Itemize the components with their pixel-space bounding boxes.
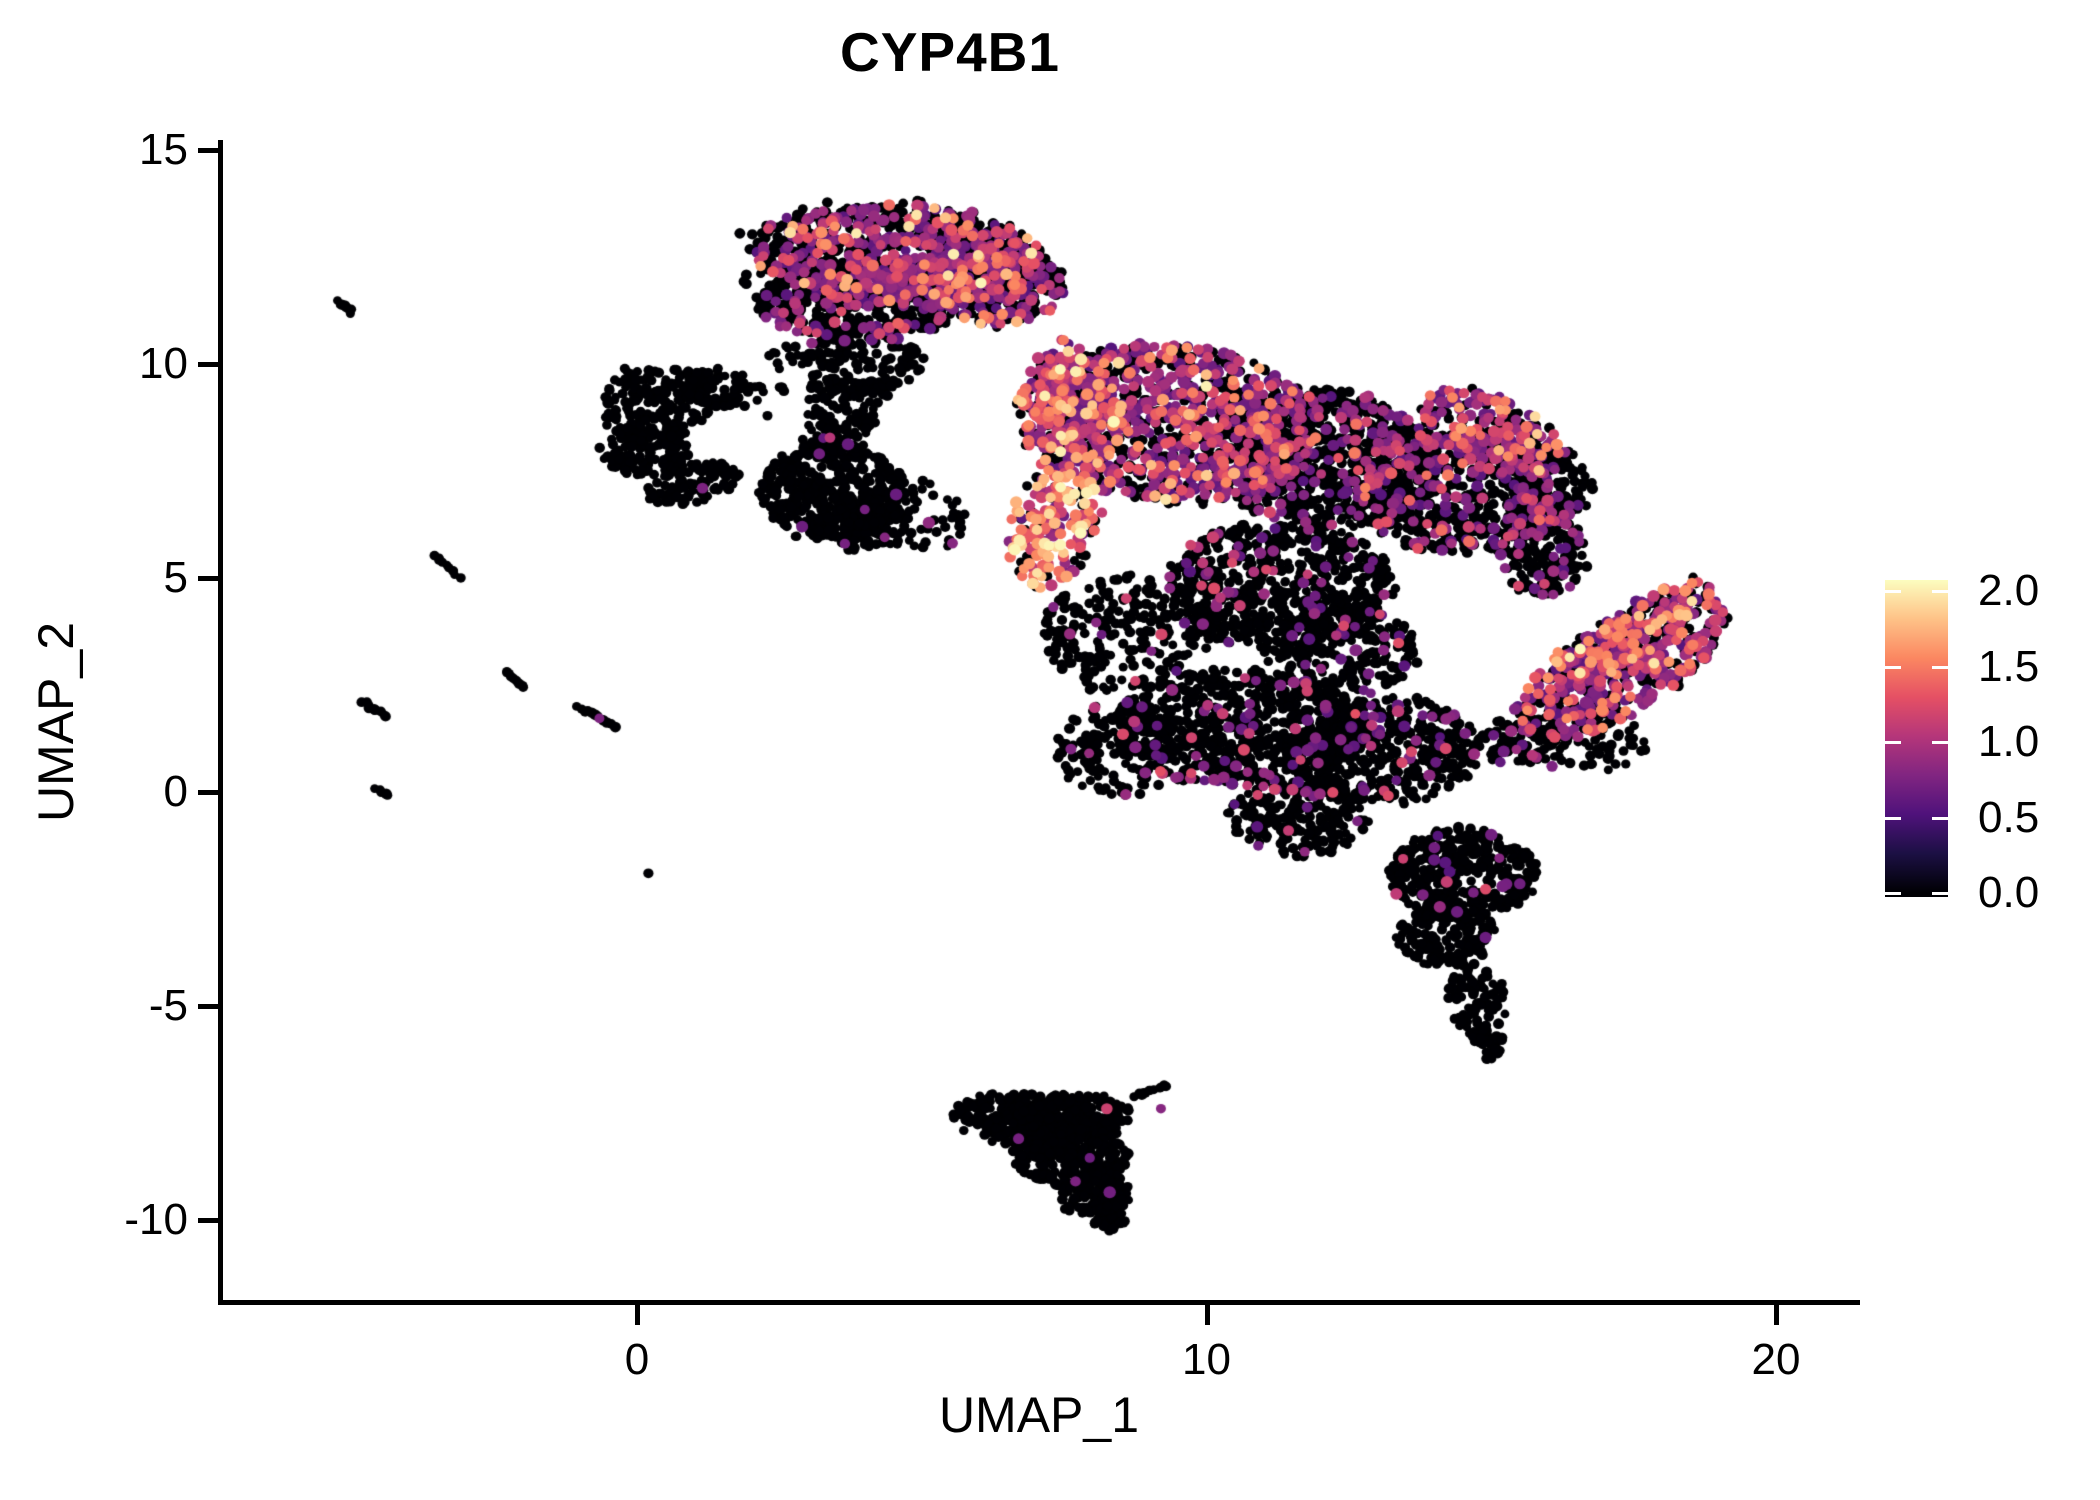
colorbar-tick — [1885, 892, 1901, 895]
y-tick-label: 0 — [163, 767, 188, 816]
y-tick-label: 5 — [163, 553, 188, 602]
y-tick-label: 10 — [139, 339, 188, 388]
x-axis-line — [218, 1300, 1860, 1305]
x-tick-label: 20 — [1751, 1335, 1801, 1384]
colorbar-tick — [1932, 741, 1948, 744]
x-axis-title: UMAP_1 — [938, 1387, 1140, 1443]
colorbar-tick-label: 0.0 — [1978, 868, 2040, 917]
colorbar-tick-label: 2.0 — [1978, 566, 2040, 615]
colorbar-tick-label: 1.0 — [1978, 717, 2040, 766]
y-tick-label: -10 — [124, 1195, 188, 1244]
y-tick — [198, 790, 218, 795]
x-tick-label: 0 — [624, 1335, 650, 1384]
colorbar-tick — [1885, 816, 1901, 820]
y-axis-line — [218, 140, 223, 1305]
y-tick — [198, 148, 218, 153]
colorbar-gradient — [1885, 580, 1948, 897]
colorbar-tick-label: 0.5 — [1978, 792, 2040, 842]
x-tick-label: 10 — [1182, 1335, 1231, 1384]
y-tick — [198, 362, 218, 367]
y-tick — [198, 1218, 218, 1223]
x-tick — [1204, 1305, 1210, 1325]
colorbar-tick — [1932, 892, 1948, 895]
plot-title: CYP4B1 — [840, 21, 1060, 83]
colorbar-tick — [1932, 665, 1948, 669]
colorbar-tick — [1885, 741, 1901, 744]
x-tick — [1774, 1305, 1779, 1325]
colorbar-tick-label: 1.5 — [1978, 641, 2040, 691]
y-tick-label: 15 — [139, 125, 188, 174]
colorbar-tick — [1932, 590, 1948, 593]
colorbar-tick — [1885, 590, 1901, 593]
colorbar-tick — [1885, 665, 1901, 669]
y-tick — [198, 1004, 218, 1009]
colorbar-tick — [1932, 816, 1948, 820]
y-tick-label: -5 — [148, 981, 188, 1030]
x-tick — [635, 1305, 640, 1325]
y-axis-title: UMAP_2 — [28, 621, 84, 823]
y-tick — [198, 576, 218, 581]
